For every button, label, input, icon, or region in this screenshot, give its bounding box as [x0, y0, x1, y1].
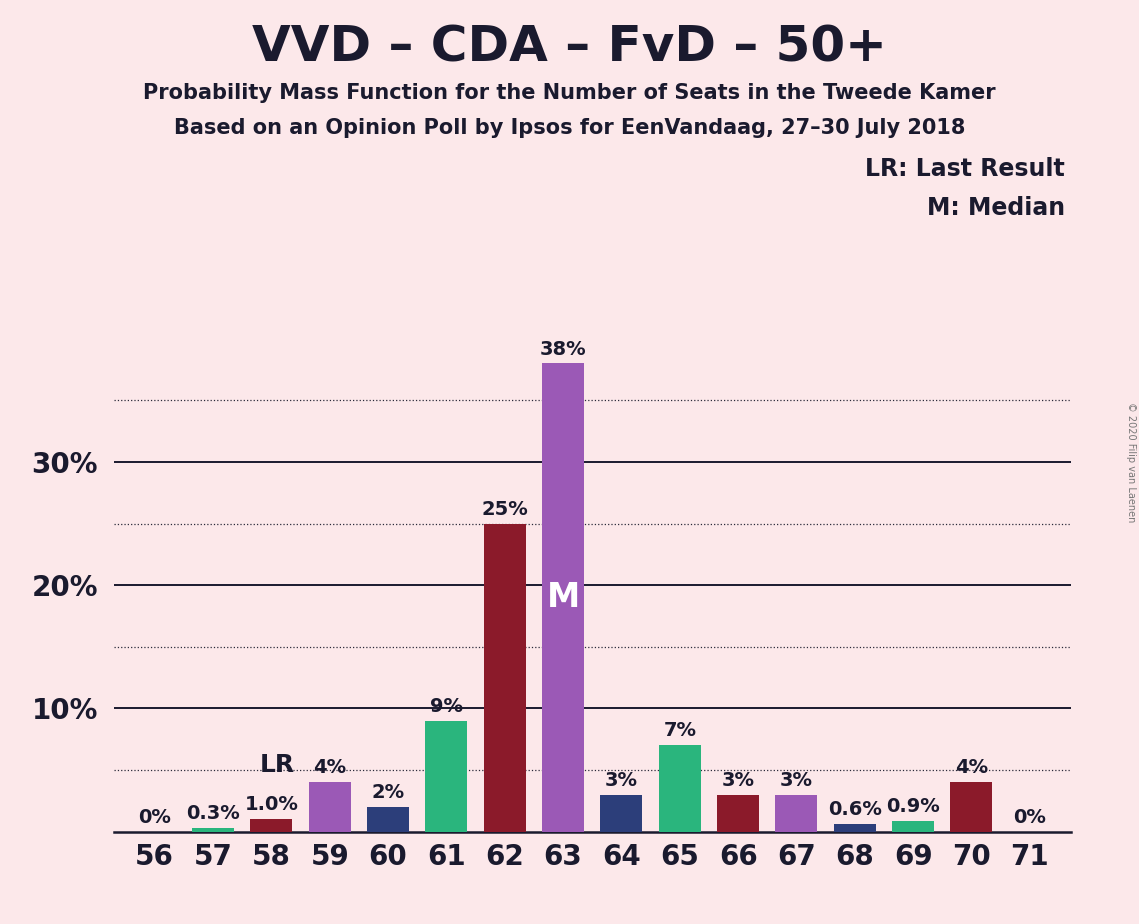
- Text: 0.9%: 0.9%: [886, 796, 940, 816]
- Bar: [834, 824, 876, 832]
- Text: 38%: 38%: [540, 339, 587, 359]
- Text: 4%: 4%: [313, 759, 346, 777]
- Bar: [776, 795, 818, 832]
- Text: LR: LR: [260, 753, 295, 777]
- Bar: [600, 795, 642, 832]
- Bar: [367, 807, 409, 832]
- Text: 0%: 0%: [138, 808, 171, 827]
- Bar: [309, 783, 351, 832]
- Bar: [892, 821, 934, 832]
- Text: 4%: 4%: [954, 759, 988, 777]
- Text: VVD – CDA – FvD – 50+: VVD – CDA – FvD – 50+: [252, 23, 887, 71]
- Text: 2%: 2%: [371, 783, 404, 802]
- Bar: [426, 721, 467, 832]
- Bar: [484, 524, 526, 832]
- Text: M: M: [547, 581, 580, 614]
- Text: 3%: 3%: [605, 771, 638, 790]
- Text: 0.6%: 0.6%: [828, 800, 882, 820]
- Bar: [950, 783, 992, 832]
- Bar: [718, 795, 759, 832]
- Bar: [192, 828, 235, 832]
- Text: © 2020 Filip van Laenen: © 2020 Filip van Laenen: [1126, 402, 1136, 522]
- Text: 0.3%: 0.3%: [186, 804, 240, 823]
- Text: 3%: 3%: [722, 771, 755, 790]
- Text: 25%: 25%: [482, 500, 528, 518]
- Text: 7%: 7%: [663, 722, 696, 740]
- Text: M: Median: M: Median: [927, 196, 1065, 220]
- Text: Based on an Opinion Poll by Ipsos for EenVandaag, 27–30 July 2018: Based on an Opinion Poll by Ipsos for Ee…: [174, 118, 965, 139]
- Bar: [658, 746, 700, 832]
- Text: LR: Last Result: LR: Last Result: [866, 157, 1065, 181]
- Bar: [251, 820, 293, 832]
- Text: Probability Mass Function for the Number of Seats in the Tweede Kamer: Probability Mass Function for the Number…: [144, 83, 995, 103]
- Text: 0%: 0%: [1014, 808, 1047, 827]
- Text: 1.0%: 1.0%: [245, 796, 298, 814]
- Bar: [542, 363, 584, 832]
- Text: 3%: 3%: [780, 771, 813, 790]
- Text: 9%: 9%: [429, 697, 462, 716]
